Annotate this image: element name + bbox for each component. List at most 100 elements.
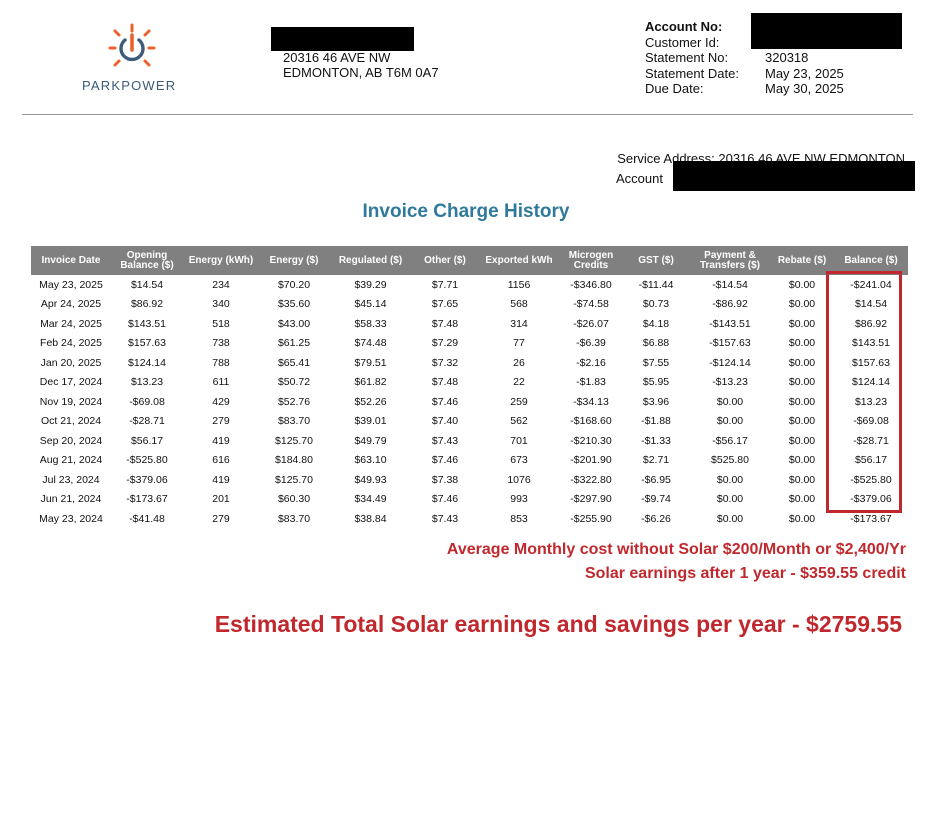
table-cell: $7.32 [431,356,459,369]
table-cell: $5.95 [642,376,670,389]
col-payment-transfers: Payment & Transfers ($) [690,246,770,275]
statement-date-row: Statement Date: May 23, 2025 [645,66,844,82]
invoice-history-table: Invoice Date Opening Balance ($) Energy … [31,246,908,529]
table-cell: $157.63 [852,356,890,369]
table-cell: -$9.74 [641,493,671,506]
table-cell: $7.46 [431,493,459,506]
table-cell: Mar 24, 2025 [40,317,102,330]
table-row: Jul 23, 2024 -$379.06 419 $125.70 $49.93 $7.3… [31,470,908,490]
table-cell: $124.14 [128,356,166,369]
table-cell: $13.23 [854,395,888,408]
table-cell: -$6.26 [641,512,671,525]
table-cell: Oct 21, 2024 [40,415,102,428]
park-power-logo: PARKPOWER [78,22,188,94]
table-cell: $0.00 [788,317,816,330]
table-cell: -$69.08 [129,395,165,408]
table-cell: $0.00 [788,298,816,311]
col-gst: GST ($) [622,246,690,275]
table-cell: $49.93 [354,473,387,486]
table-cell: $83.70 [277,415,311,428]
table-cell: $125.70 [275,473,313,486]
table-cell: -$13.23 [712,376,748,389]
table-cell: -$69.08 [853,415,889,428]
table-cell: $7.55 [642,356,670,369]
table-cell: $0.73 [642,298,670,311]
redacted-service-account [673,161,915,191]
table-cell: 701 [510,434,528,447]
statement-date-label: Statement Date: [645,65,739,81]
table-cell: -$346.80 [570,278,612,291]
account-info: Account No: Customer Id: Statement No: 3… [645,19,844,97]
table-cell: $52.76 [277,395,311,408]
table-cell: -$41.48 [129,512,165,525]
solar-earnings-note: Solar earnings after 1 year - $359.55 cr… [584,565,906,582]
table-cell: $0.00 [788,512,816,525]
redacted-customer-name [271,27,414,51]
table-cell: -$1.33 [641,434,671,447]
table-cell: $7.48 [431,317,459,330]
table-cell: $7.71 [431,278,459,291]
table-row: May 23, 2024 -$41.48 279 $83.70 $38.84 $7.43 8… [31,509,908,529]
page-title: Invoice Charge History [362,201,570,222]
table-row: Aug 21, 2024 -$525.80 616 $184.80 $63.10 $7.4… [31,451,908,471]
table-row: Jan 20, 2025 $124.14 788 $65.41 $79.51 $7.32 2… [31,353,908,373]
table-cell: Jun 21, 2024 [40,493,102,506]
table-cell: $7.43 [431,434,459,447]
table-cell: -$255.90 [570,512,612,525]
col-invoice-date: Invoice Date [31,246,111,275]
table-cell: -$74.58 [573,298,609,311]
table-cell: 616 [212,454,230,467]
table-cell: $13.23 [130,376,164,389]
table-cell: $38.84 [354,512,387,525]
table-cell: $0.00 [716,493,744,506]
table-cell: $39.01 [354,415,387,428]
table-cell: -$34.13 [573,395,609,408]
table-cell: May 23, 2024 [39,512,103,525]
table-cell: 259 [510,395,528,408]
table-cell: 201 [212,493,230,506]
table-row: Oct 21, 2024 -$28.71 279 $83.70 $39.01 $7.40 5… [31,412,908,432]
average-cost-note: Average Monthly cost without Solar $200/… [446,541,906,558]
header-divider [22,114,913,115]
statement-number-value: 320318 [765,50,809,65]
table-cell: 853 [510,512,528,525]
table-cell: 26 [513,356,525,369]
table-cell: Sep 20, 2024 [39,434,103,447]
table-cell: $61.82 [354,376,387,389]
table-cell: $7.40 [431,415,459,428]
table-cell: -$201.90 [570,454,612,467]
table-cell: 1076 [507,473,531,486]
table-cell: -$168.60 [570,415,612,428]
col-exported-kwh: Exported kWh [478,246,560,275]
brand-name: PARKPOWER [82,78,177,93]
table-cell: -$1.83 [576,376,606,389]
table-cell: $79.51 [354,356,387,369]
estimated-total-note: Estimated Total Solar earnings and savin… [214,611,902,637]
table-cell: $7.38 [431,473,459,486]
table-cell: -$379.06 [850,493,892,506]
table-cell: $34.49 [354,493,387,506]
table-row: Nov 19, 2024 -$69.08 429 $52.76 $52.26 $7.46 2… [31,392,908,412]
service-account-label: Account [616,171,663,186]
table-cell: $61.25 [277,337,311,350]
table-cell: $2.71 [642,454,670,467]
table-cell: $0.00 [788,473,816,486]
col-regulated: Regulated ($) [329,246,412,275]
table-cell: -$6.39 [576,337,606,350]
table-cell: 340 [212,298,230,311]
col-opening-balance: Opening Balance ($) [111,246,183,275]
table-cell: -$14.54 [712,278,748,291]
table-cell: -$379.06 [126,473,168,486]
table-cell: 518 [212,317,230,330]
due-date-label: Due Date: [645,81,704,96]
table-cell: 673 [510,454,528,467]
table-cell: $124.14 [852,376,890,389]
statement-number-label: Statement No: [645,50,729,65]
table-cell: 77 [513,337,525,350]
table-row: May 23, 2025 $14.54 234 $70.20 $39.29 $7.71 11… [31,275,908,295]
table-cell: $49.79 [354,434,387,447]
table-cell: -$241.04 [850,278,892,291]
table-row: Dec 17, 2024 $13.23 611 $50.72 $61.82 $7.48 22… [31,373,908,393]
table-cell: $63.10 [354,454,387,467]
table-cell: 788 [212,356,230,369]
